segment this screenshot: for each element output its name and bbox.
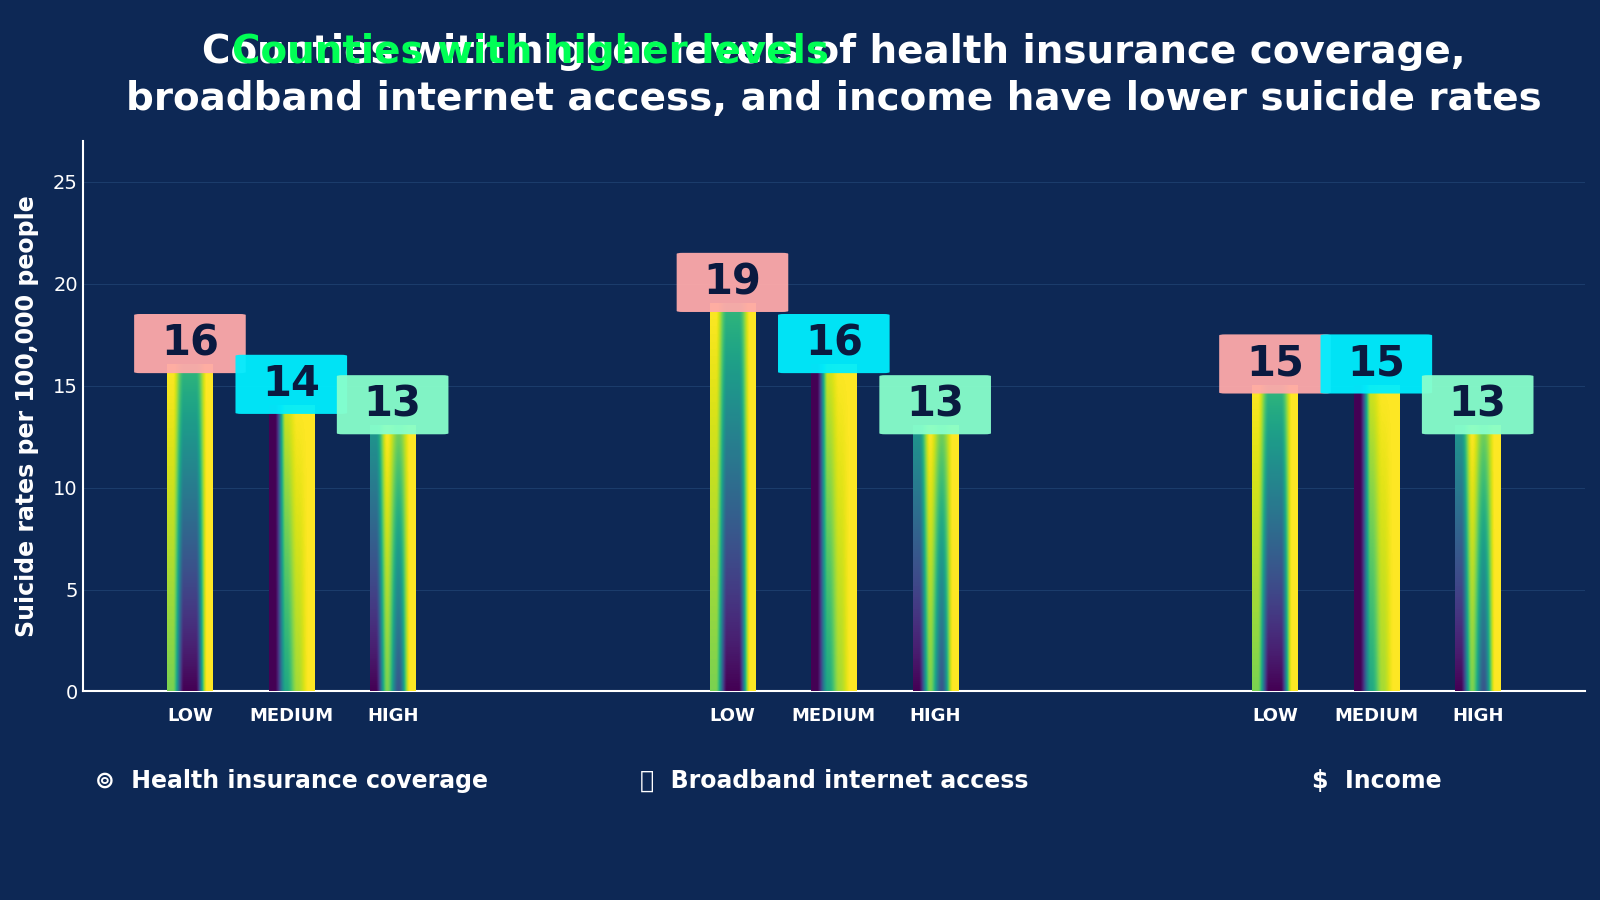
Y-axis label: Suicide rates per 100,000 people: Suicide rates per 100,000 people [14,195,38,637]
Text: 15: 15 [1347,343,1405,385]
Text: ⑈  Broadband internet access: ⑈ Broadband internet access [640,769,1029,793]
Text: 19: 19 [704,261,762,303]
Text: 13: 13 [363,383,422,426]
FancyBboxPatch shape [778,314,890,374]
Text: 13: 13 [1448,383,1507,426]
FancyBboxPatch shape [235,355,347,414]
Text: 15: 15 [1246,343,1304,385]
Text: ⊚  Health insurance coverage: ⊚ Health insurance coverage [94,769,488,793]
Text: Counties with higher levels: Counties with higher levels [232,32,829,71]
FancyBboxPatch shape [677,253,789,312]
Text: $  Income: $ Income [1312,769,1442,793]
Text: 16: 16 [162,322,219,364]
FancyBboxPatch shape [880,375,990,435]
FancyBboxPatch shape [1320,335,1432,393]
FancyBboxPatch shape [1422,375,1533,435]
Text: 14: 14 [262,364,320,405]
FancyBboxPatch shape [134,314,246,374]
Text: broadband internet access, and income have lower suicide rates: broadband internet access, and income ha… [126,80,1542,119]
Text: Counties with higher levels of health insurance coverage,: Counties with higher levels of health in… [202,32,1466,71]
FancyBboxPatch shape [338,375,448,435]
Text: 13: 13 [906,383,965,426]
Text: 16: 16 [805,322,862,364]
FancyBboxPatch shape [1219,335,1331,393]
